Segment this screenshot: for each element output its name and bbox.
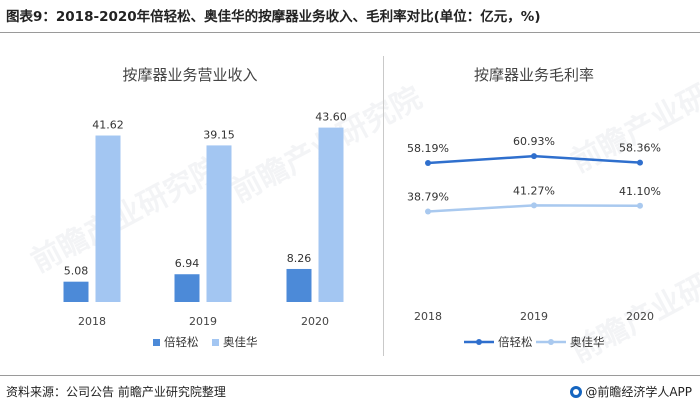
data-label: 5.08	[64, 265, 89, 278]
data-label: 58.19%	[407, 142, 449, 155]
bar-奥佳华-2020	[318, 127, 344, 302]
data-point-奥佳华	[531, 202, 537, 209]
data-point-奥佳华	[637, 202, 643, 209]
data-label: 38.79%	[407, 191, 449, 204]
panel-divider	[383, 56, 384, 356]
data-point-奥佳华	[425, 208, 431, 215]
data-point-倍轻松	[637, 159, 643, 166]
margin-line-chart: 按摩器业务毛利率 58.19% 60.93% 58.36% 38.79% 41.27% 41…	[388, 36, 700, 366]
chart-title: 按摩器业务营业收入	[122, 66, 257, 84]
figure-title: 图表9：2018-2020年倍轻松、奥佳华的按摩器业务收入、毛利率对比(单位：亿…	[6, 9, 541, 25]
x-tick-label: 2020	[626, 310, 654, 323]
bar-奥佳华-2019	[206, 145, 232, 302]
title-divider	[0, 32, 700, 33]
footer-divider	[0, 375, 700, 376]
x-tick-label: 2018	[414, 310, 442, 323]
data-label: 43.60	[315, 111, 347, 124]
data-label: 41.10%	[619, 185, 661, 198]
x-tick-label: 2019	[189, 315, 217, 328]
brand-text: @前瞻经济学人APP	[585, 385, 692, 399]
legend-label: 倍轻松	[164, 335, 199, 349]
legend-label: 奥佳华	[223, 335, 258, 349]
legend-swatch-倍轻松	[153, 339, 160, 346]
x-tick-label: 2019	[520, 310, 548, 323]
data-label: 41.27%	[513, 184, 555, 197]
brand-logo-icon	[570, 385, 583, 398]
data-point-倍轻松	[425, 160, 431, 167]
revenue-bar-chart: 按摩器业务营业收入 5.08 41.62 2018 6.94 39.15 2019 8.26 4…	[0, 36, 380, 366]
margin-line-chart-svg: 按摩器业务毛利率 58.19% 60.93% 58.36% 38.79% 41.27% 41…	[407, 66, 661, 349]
data-label: 58.36%	[619, 142, 661, 155]
legend-marker-奥佳华	[548, 339, 554, 345]
bar-倍轻松-2020	[286, 268, 312, 302]
x-tick-label: 2018	[78, 315, 106, 328]
data-point-倍轻松	[531, 153, 537, 160]
data-label: 39.15	[203, 128, 235, 141]
chart-title: 按摩器业务毛利率	[474, 66, 594, 84]
brand-credit: @前瞻经济学人APP	[570, 383, 692, 400]
bar-奥佳华-2018	[95, 135, 121, 302]
x-tick-label: 2020	[301, 315, 329, 328]
bar-倍轻松-2019	[174, 274, 200, 302]
data-label: 41.62	[92, 119, 124, 132]
revenue-bar-chart-svg: 按摩器业务营业收入 5.08 41.62 2018 6.94 39.15 2019 8.26 4…	[63, 66, 347, 349]
legend-marker-倍轻松	[476, 339, 482, 345]
data-label: 60.93%	[513, 135, 555, 148]
legend-swatch-奥佳华	[212, 339, 219, 346]
legend-label: 奥佳华	[570, 335, 605, 349]
source-note: 资料来源：公司公告 前瞻产业研究院整理	[6, 385, 226, 399]
data-label: 8.26	[287, 252, 312, 265]
legend-label: 倍轻松	[498, 335, 533, 349]
bar-倍轻松-2018	[63, 281, 89, 302]
data-label: 6.94	[175, 257, 200, 270]
